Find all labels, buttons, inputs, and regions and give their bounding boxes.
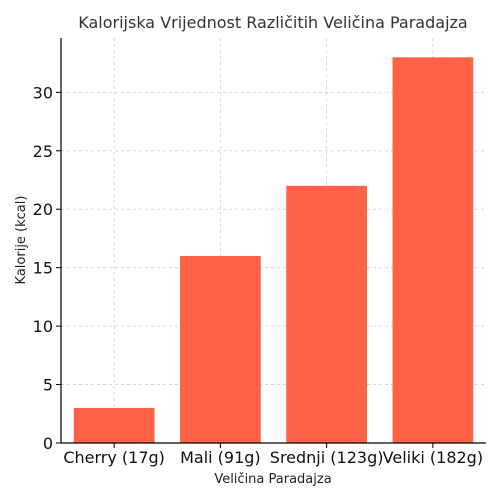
chart-title: Kalorijska Vrijednost Različitih Veličin… bbox=[78, 13, 467, 32]
bar bbox=[286, 185, 367, 443]
bar bbox=[392, 57, 474, 444]
y-tick-label: 30 bbox=[33, 83, 53, 102]
y-tick-label: 15 bbox=[33, 259, 53, 278]
x-axis: Cherry (17g) Mali (91g) Srednji (123g) Veli… bbox=[63, 443, 483, 467]
y-tick-label: 0 bbox=[43, 434, 53, 453]
bar bbox=[180, 255, 261, 443]
x-tick-label: Srednji (123g) bbox=[270, 448, 384, 467]
y-tick-label: 5 bbox=[43, 376, 53, 395]
x-tick-label: Mali (91g) bbox=[180, 448, 261, 467]
x-axis-label: Veličina Paradajza bbox=[214, 472, 331, 487]
y-tick-label: 10 bbox=[33, 317, 53, 336]
y-axis-label: Kalorije (kcal) bbox=[14, 196, 29, 285]
axis-spines bbox=[60, 38, 486, 444]
y-tick-label: 25 bbox=[33, 142, 53, 161]
x-tick-label: Veliki (182g) bbox=[383, 448, 483, 467]
bars-group bbox=[73, 57, 474, 444]
y-tick-label: 20 bbox=[33, 200, 53, 219]
x-tick-label: Cherry (17g) bbox=[63, 448, 165, 467]
y-axis: 0 5 10 15 20 25 30 bbox=[33, 83, 61, 453]
bar bbox=[73, 407, 155, 443]
